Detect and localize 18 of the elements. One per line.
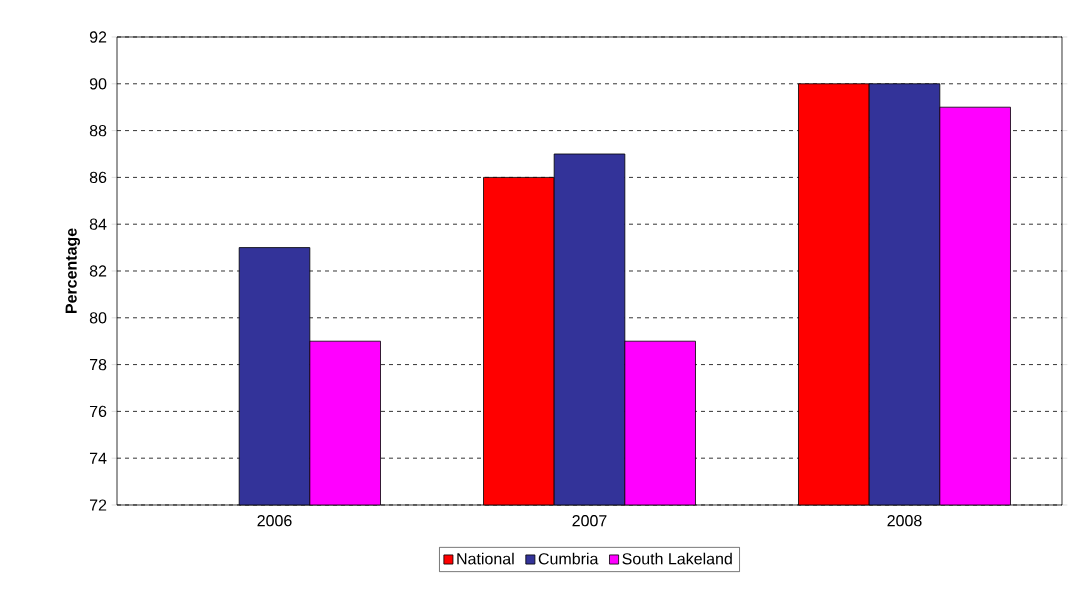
y-tick-label: 82	[89, 265, 107, 277]
y-tick-label: 90	[89, 78, 107, 90]
y-tick-label: 72	[89, 499, 107, 511]
legend-label: National	[457, 552, 514, 565]
y-tick-label: 88	[89, 124, 107, 137]
y-tick-label: 86	[89, 171, 107, 184]
x-tick-label: 2006	[257, 515, 292, 527]
y-tick-label: 92	[89, 31, 107, 43]
x-tick-label: 2007	[572, 515, 607, 527]
legend-label: Cumbria	[538, 552, 599, 565]
y-tick-label: 74	[89, 452, 107, 464]
legend-label: South Lakeland	[622, 552, 732, 565]
y-tick-label: 78	[89, 358, 107, 371]
y-tick-label: 76	[89, 405, 107, 418]
y-tick-label: 80	[89, 312, 107, 324]
y-axis-title: Percentage	[65, 228, 81, 314]
y-tick-label: 84	[89, 218, 107, 230]
x-tick-label: 2008	[887, 515, 922, 527]
